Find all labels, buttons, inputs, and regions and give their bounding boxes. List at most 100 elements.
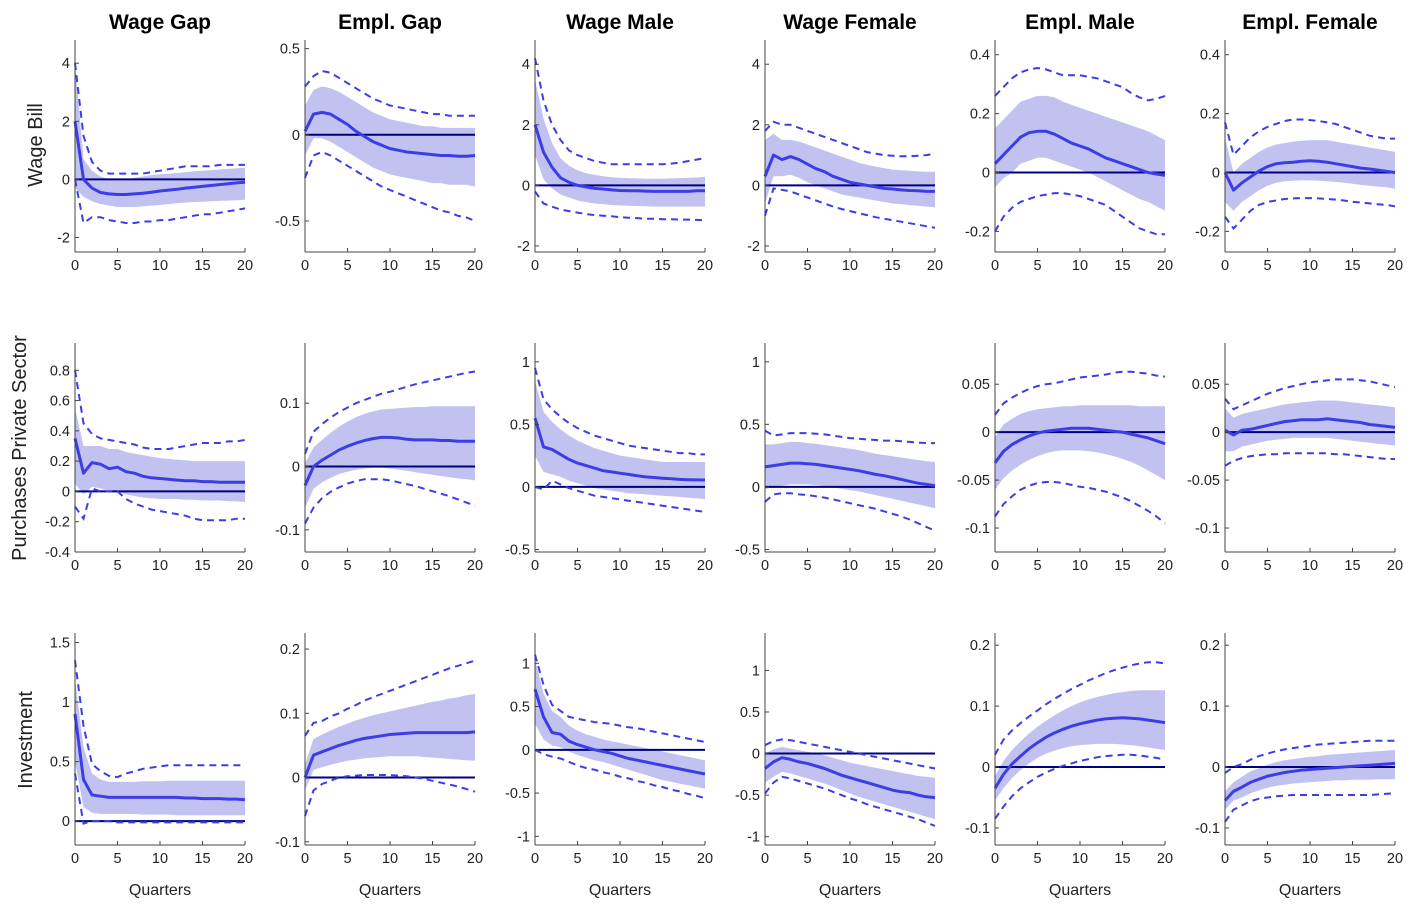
- lower-interval-line: [994, 481, 1166, 524]
- lower-interval-line: [74, 773, 245, 825]
- column-title: Wage Female: [783, 11, 916, 34]
- estimate-line: [763, 153, 935, 193]
- y-tick-label: 0.1: [970, 699, 990, 715]
- column-title: Wage Gap: [109, 11, 211, 34]
- irf-panel: 0 5 10 15 20 -0.1 0 0.1: [275, 343, 483, 574]
- x-axis-label: Quarters: [129, 882, 191, 899]
- x-tick-label: 20: [237, 851, 253, 867]
- x-tick-label: 20: [467, 558, 483, 574]
- lower-interval-line: [1224, 197, 1396, 230]
- y-tick-label: 0.2: [1200, 638, 1220, 654]
- x-tick-label: 10: [612, 558, 628, 574]
- y-tick-label: -0.1: [275, 835, 300, 851]
- y-tick-label: 0: [752, 178, 760, 194]
- irf-panel: 0 5 10 15 20 -0.5 0 0.5: [275, 40, 483, 274]
- x-tick-label: 20: [237, 558, 253, 574]
- y-tick-label: 0: [62, 484, 70, 500]
- x-tick-label: 10: [1072, 851, 1088, 867]
- x-axis-label: Quarters: [589, 882, 651, 899]
- irf-panel: 0 5 10 15 20 -0.1 -0.05 0 0.05: [957, 343, 1173, 574]
- x-tick-label: 0: [71, 258, 79, 274]
- irf-panel: 0 5 10 15 20-0.100.10.2: [1195, 633, 1403, 867]
- irf-panel: 0 5 10 15 20 -0.1 -0.05 0 0.05: [1187, 343, 1403, 574]
- y-tick-label: 0.2: [1200, 107, 1220, 123]
- y-tick-label: 0.05: [962, 377, 990, 393]
- x-axis-label: Quarters: [819, 882, 881, 899]
- estimate-line: [533, 417, 706, 482]
- x-tick-label: 5: [573, 558, 581, 574]
- y-tick-label: 0.5: [740, 417, 760, 433]
- y-tick-label: 0.5: [510, 700, 530, 716]
- upper-interval-line: [1224, 739, 1395, 774]
- lower-interval-line: [534, 748, 706, 800]
- x-tick-label: 10: [1072, 258, 1088, 274]
- y-tick-label: 0: [1212, 760, 1220, 776]
- y-tick-label: 1: [752, 355, 760, 371]
- confidence-band: [1225, 400, 1395, 452]
- y-tick-label: -0.2: [1195, 224, 1220, 240]
- y-tick-label: 0: [522, 480, 530, 496]
- upper-interval-line: [304, 370, 476, 455]
- estimate-line: [533, 688, 706, 776]
- y-tick-label: -0.2: [45, 515, 70, 531]
- irf-panel: 0 5 10 15 20-0.500.51: [735, 343, 943, 574]
- x-tick-label: 5: [1263, 258, 1271, 274]
- x-tick-label: 0: [1221, 851, 1229, 867]
- upper-interval-line: [764, 429, 935, 445]
- x-axis-label: Quarters: [1279, 882, 1341, 899]
- upper-interval-line: [74, 660, 245, 779]
- irf-panel: 0 5 10 15 20 -0.4 -0.2 0 0.2 0.4 0.6 0.8: [45, 343, 253, 574]
- y-tick-label: 0: [752, 747, 760, 763]
- y-tick-label: 0: [982, 760, 990, 776]
- x-tick-label: 20: [1387, 258, 1403, 274]
- x-tick-label: 15: [424, 258, 440, 274]
- y-tick-label: 0.2: [280, 642, 300, 658]
- x-tick-label: 0: [761, 851, 769, 867]
- x-tick-label: 20: [1157, 558, 1173, 574]
- x-tick-label: 20: [1387, 851, 1403, 867]
- y-tick-label: 0.2: [50, 454, 70, 470]
- row-label: Investment: [15, 691, 37, 789]
- x-tick-label: 15: [884, 851, 900, 867]
- x-tick-label: 5: [113, 258, 121, 274]
- y-tick-label: 1: [62, 695, 70, 711]
- y-tick-label: 0.6: [50, 394, 70, 410]
- y-tick-label: 0.2: [970, 638, 990, 654]
- x-tick-label: 5: [1033, 851, 1041, 867]
- y-tick-label: 0: [62, 814, 70, 830]
- x-tick-label: 15: [1344, 558, 1360, 574]
- x-tick-label: 0: [761, 558, 769, 574]
- x-tick-label: 0: [761, 258, 769, 274]
- upper-interval-line: [534, 367, 705, 456]
- lower-interval-line: [1224, 792, 1396, 823]
- y-tick-label: 0.5: [510, 417, 530, 433]
- y-tick-label: -0.1: [1195, 521, 1220, 537]
- y-tick-label: 1.5: [50, 636, 70, 652]
- x-tick-label: 5: [573, 258, 581, 274]
- y-tick-label: -0.1: [965, 521, 990, 537]
- estimate-line: [1224, 417, 1396, 437]
- confidence-band: [535, 79, 705, 207]
- y-tick-label: 0.5: [740, 705, 760, 721]
- y-tick-label: -0.05: [1187, 473, 1220, 489]
- x-tick-label: 10: [382, 558, 398, 574]
- confidence-band: [765, 133, 935, 208]
- y-tick-label: -0.2: [965, 224, 990, 240]
- x-tick-label: 0: [1221, 558, 1229, 574]
- x-tick-label: 0: [991, 258, 999, 274]
- confidence-band: [75, 678, 245, 816]
- y-tick-label: -0.4: [45, 545, 70, 561]
- x-tick-label: 20: [927, 258, 943, 274]
- estimate-line: [1223, 159, 1396, 192]
- upper-interval-line: [304, 69, 475, 117]
- estimate-line: [764, 756, 936, 800]
- x-tick-label: 10: [1072, 558, 1088, 574]
- y-tick-label: -0.5: [735, 788, 760, 804]
- x-tick-label: 5: [113, 851, 121, 867]
- y-tick-label: 0.5: [50, 755, 70, 771]
- y-tick-label: -0.1: [275, 523, 300, 539]
- column-title: Empl. Male: [1025, 11, 1135, 34]
- x-tick-label: 10: [842, 558, 858, 574]
